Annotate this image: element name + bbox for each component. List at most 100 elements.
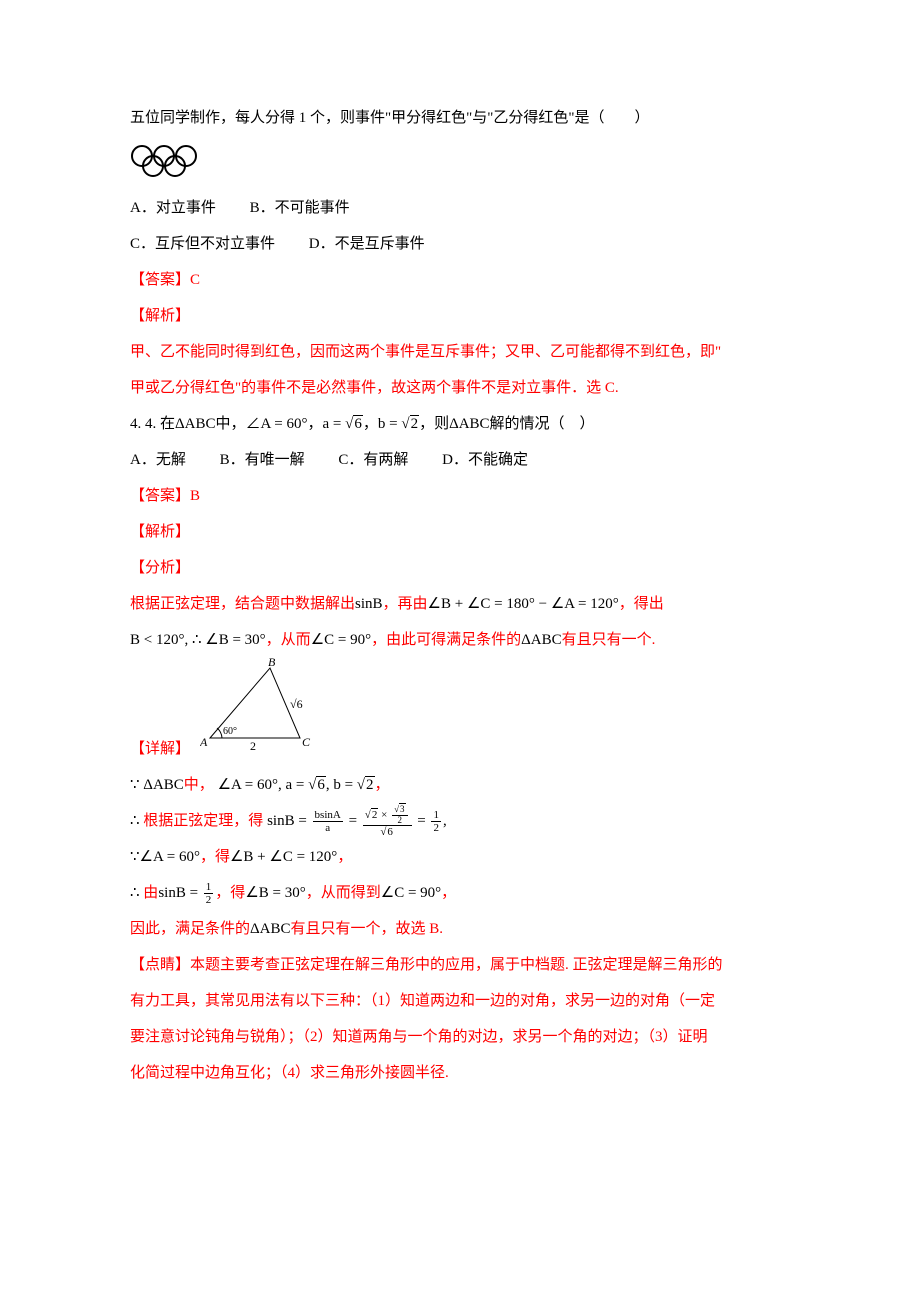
q3-stem: 五位同学制作，每人分得 1 个，则事件"甲分得红色"与"乙分得红色"是（ ） xyxy=(130,100,800,136)
eq1: = xyxy=(349,813,361,829)
dj3: 要注意讨论钝角与锐角）；（2）知道两角与一个角的对边，求另一个角的对边；（3）证… xyxy=(130,1019,800,1055)
document-page: 五位同学制作，每人分得 1 个，则事件"甲分得红色"与"乙分得红色"是（ ） A… xyxy=(0,0,920,1151)
q4-choice-c: C．有两解 xyxy=(338,452,408,468)
q4-stem-suffix: ，则ΔABC解的情况（ ） xyxy=(419,416,595,432)
dj4: 化简过程中边角互化；（4）求三角形外接圆半径. xyxy=(130,1055,800,1091)
svg-text:√6: √6 xyxy=(290,697,303,711)
s4p7: ， xyxy=(441,885,456,901)
ana2-p5: ΔABC xyxy=(521,632,562,648)
q3-choices-row1: A．对立事件 B．不可能事件 xyxy=(130,190,800,226)
s5p1: 因此，满足条件的 xyxy=(130,921,250,937)
s1p3: 中， xyxy=(184,777,214,793)
s2p1: ∴ xyxy=(130,813,140,829)
q3-choice-d: D．不是互斥事件 xyxy=(309,236,425,252)
ana2-p1: B < 120°, ∴ ∠B = 30° xyxy=(130,632,266,648)
dj2: 有力工具，其常见用法有以下三种：（1）知道两边和一边的对角，求另一边的对角（一定 xyxy=(130,983,800,1019)
s3p5: ， xyxy=(337,849,352,865)
ana1-p5: ，得出 xyxy=(619,596,664,612)
triangle-svg: A B C √6 2 60° xyxy=(200,658,320,753)
q4-step4: ∴ 由sinB = 12，得∠B = 30°，从而得到∠C = 90°， xyxy=(130,875,800,911)
q4-choice-a: A．无解 xyxy=(130,452,186,468)
q4-xiangjie-label: 【详解】 xyxy=(130,731,190,767)
q4-step1: ∵ ΔABC中， ∠A = 60°, a = 6, b = 2， xyxy=(130,767,800,803)
ana2-p2: ，从而 xyxy=(266,632,311,648)
s1p8: ， xyxy=(375,777,390,793)
q4-analysis-1: 根据正弦定理，结合题中数据解出sinB，再由∠B + ∠C = 180° − ∠… xyxy=(130,586,800,622)
svg-text:60°: 60° xyxy=(223,726,237,737)
q3-answer: 【答案】C xyxy=(130,262,800,298)
ana1-p2: sinB xyxy=(355,596,383,612)
s3p2: ∠A = 60° xyxy=(140,849,200,865)
frac-half: 12 xyxy=(431,809,441,834)
ana2-p6: 有且只有一个. xyxy=(562,632,656,648)
s1p6: , b = xyxy=(326,777,357,793)
frac-middle: 2 × 32 6 xyxy=(363,805,412,839)
ana2-p4: ，由此可得满足条件的 xyxy=(371,632,521,648)
q4-step2: ∴ 根据正弦定理，得 sinB = bsinAa = 2 × 32 6 = 12… xyxy=(130,803,800,839)
s3p3: ，得 xyxy=(200,849,230,865)
q3-choice-a: A．对立事件 xyxy=(130,200,216,216)
q4-stem-a: a = xyxy=(322,416,345,432)
s4p3: ，得 xyxy=(215,885,245,901)
s1p2: ΔABC xyxy=(143,777,184,793)
s2p2: 根据正弦定理，得 xyxy=(143,813,263,829)
q4-analysis-2: B < 120°, ∴ ∠B = 30°，从而∠C = 90°，由此可得满足条件… xyxy=(130,622,800,658)
sqrt6-icon: 6 xyxy=(308,767,326,803)
q4-stem-prefix: 4. 4. 在 xyxy=(130,416,175,432)
frac-half2: 12 xyxy=(204,881,214,906)
q3-explain-2: 甲或乙分得红色"的事件不是必然事件，故这两个事件不是对立事件．选 C. xyxy=(130,370,800,406)
s4p6: ∠C = 90° xyxy=(381,885,441,901)
svg-text:C: C xyxy=(302,735,311,749)
s5p2: ΔABC xyxy=(250,921,291,937)
q4-fenxi-label: 【分析】 xyxy=(130,550,800,586)
svg-text:B: B xyxy=(268,658,276,669)
q4-stem-b: b = xyxy=(378,416,401,432)
q4-stem-angle: ∠A = 60°， xyxy=(246,416,323,432)
q4-xiangjie-row: 【详解】 A B C √6 2 60° xyxy=(130,658,800,767)
s4p1: ∴ xyxy=(130,885,140,901)
q4-stem: 4. 4. 在ΔABC中，∠A = 60°，a = 6，b = 2，则ΔABC解… xyxy=(130,406,800,442)
olympic-rings-figure xyxy=(130,144,800,180)
ana1-p3: ，再由 xyxy=(383,596,428,612)
sqrt2-icon: 2 xyxy=(401,406,419,442)
q4-dianjing: 【点睛】本题主要考查正弦定理在解三角形中的应用，属于中档题. 正弦定理是解三角形… xyxy=(130,947,800,983)
dianjing-label: 【点睛】 xyxy=(130,957,190,973)
dj1: 本题主要考查正弦定理在解三角形中的应用，属于中档题. 正弦定理是解三角形的 xyxy=(190,957,723,973)
s3p4: ∠B + ∠C = 120° xyxy=(230,849,337,865)
q4-step3: ∵∠A = 60°，得∠B + ∠C = 120°， xyxy=(130,839,800,875)
s4p5: ，从而得到 xyxy=(306,885,381,901)
s5p3: 有且只有一个，故选 B. xyxy=(291,921,444,937)
s4p4: ∠B = 30° xyxy=(245,885,305,901)
q4-choice-b: B．有唯一解 xyxy=(220,452,305,468)
q4-stem-tri: ΔABC中， xyxy=(175,416,246,432)
s2-sinB: sinB = xyxy=(267,813,310,829)
q3-jiexi-label: 【解析】 xyxy=(130,298,800,334)
answer-label: 【答案】 xyxy=(130,488,190,504)
q4-jiexi-label: 【解析】 xyxy=(130,514,800,550)
s3p1: ∵ xyxy=(130,849,140,865)
q3-explain-1: 甲、乙不能同时得到红色，因而这两个事件是互斥事件；又甲、乙可能都得不到红色，即" xyxy=(130,334,800,370)
q4-step5: 因此，满足条件的ΔABC有且只有一个，故选 B. xyxy=(130,911,800,947)
ana1-p1: 根据正弦定理，结合题中数据解出 xyxy=(130,596,355,612)
svg-text:2: 2 xyxy=(250,739,256,753)
ana1-p4: ∠B + ∠C = 180° − ∠A = 120° xyxy=(428,596,619,612)
comma: ， xyxy=(363,416,378,432)
s2comma: , xyxy=(443,813,447,829)
eq2: = xyxy=(417,813,429,829)
q4-answer: 【答案】B xyxy=(130,478,800,514)
s4p2: 由 xyxy=(143,885,158,901)
answer-label: 【答案】 xyxy=(130,272,190,288)
q3-choice-b: B．不可能事件 xyxy=(250,200,350,216)
q4-choice-d: D．不能确定 xyxy=(442,452,528,468)
q4-choices: A．无解 B．有唯一解 C．有两解 D．不能确定 xyxy=(130,442,800,478)
sqrt6-icon: 6 xyxy=(345,406,363,442)
answer-value: B xyxy=(190,488,200,504)
olympic-rings-svg xyxy=(130,144,200,180)
sqrt2-icon: 2 xyxy=(357,767,375,803)
ana2-p3: ∠C = 90° xyxy=(311,632,371,648)
q3-choices-row2: C．互斥但不对立事件 D．不是互斥事件 xyxy=(130,226,800,262)
s1p4: ∠A = 60°, a = xyxy=(218,777,309,793)
s4sinB: sinB = xyxy=(158,885,201,901)
q3-choice-c: C．互斥但不对立事件 xyxy=(130,236,275,252)
frac-bsinA-a: bsinAa xyxy=(313,809,343,834)
